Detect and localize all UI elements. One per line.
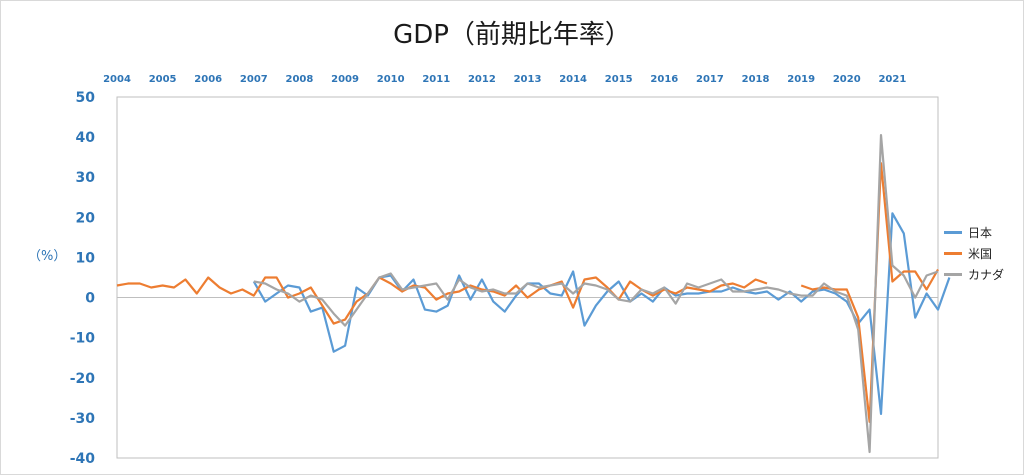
chart-title: GDP（前期比年率） [393, 20, 631, 50]
legend-swatch-japan [944, 231, 962, 234]
x-year-label: 2011 [422, 74, 450, 85]
series-line-us [116, 276, 768, 325]
x-year-label: 2010 [377, 74, 405, 85]
x-year-label: 2008 [286, 74, 314, 85]
x-year-label: 2009 [331, 74, 359, 85]
x-year-label: 2016 [650, 74, 678, 85]
y-tick-label: 40 [76, 130, 96, 146]
legend-item-japan: 日本 [944, 222, 1004, 243]
x-year-label: 2007 [240, 74, 268, 85]
series-line-canada [253, 134, 939, 454]
x-year-label: 2012 [468, 74, 496, 85]
y-tick-label: -20 [70, 371, 96, 387]
legend-label-us: 米国 [968, 247, 993, 261]
x-year-label: 2020 [833, 74, 861, 85]
y-tick-label: 30 [76, 170, 96, 186]
x-year-label: 2021 [878, 74, 906, 85]
x-year-label: 2015 [605, 74, 633, 85]
x-year-label: 2004 [103, 74, 131, 85]
chart-legend: 日本 米国 カナダ [944, 222, 1004, 285]
x-year-label: 2005 [149, 74, 177, 85]
x-year-label: 2017 [696, 74, 724, 85]
y-tick-label: 0 [85, 291, 95, 307]
x-year-label: 2014 [559, 74, 587, 85]
y-tick-label: -10 [70, 331, 96, 347]
y-tick-label: 50 [76, 90, 96, 106]
legend-swatch-canada [944, 273, 962, 276]
legend-label-japan: 日本 [968, 226, 993, 240]
legend-item-us: 米国 [944, 243, 1004, 264]
y-tick-label: -30 [70, 411, 96, 427]
x-year-label: 2006 [194, 74, 222, 85]
y-axis-unit-label: （%） [28, 249, 67, 264]
x-year-label: 2018 [742, 74, 770, 85]
legend-item-canada: カナダ [944, 264, 1004, 285]
y-tick-label: -40 [70, 451, 96, 467]
y-tick-label: 20 [76, 210, 96, 226]
legend-label-canada: カナダ [968, 268, 1005, 282]
x-year-label: 2019 [787, 74, 815, 85]
y-tick-label: 10 [76, 250, 96, 266]
plot-area [116, 96, 939, 459]
series-line-japan [252, 212, 951, 415]
x-year-label: 2013 [514, 74, 542, 85]
legend-swatch-us [944, 252, 962, 255]
